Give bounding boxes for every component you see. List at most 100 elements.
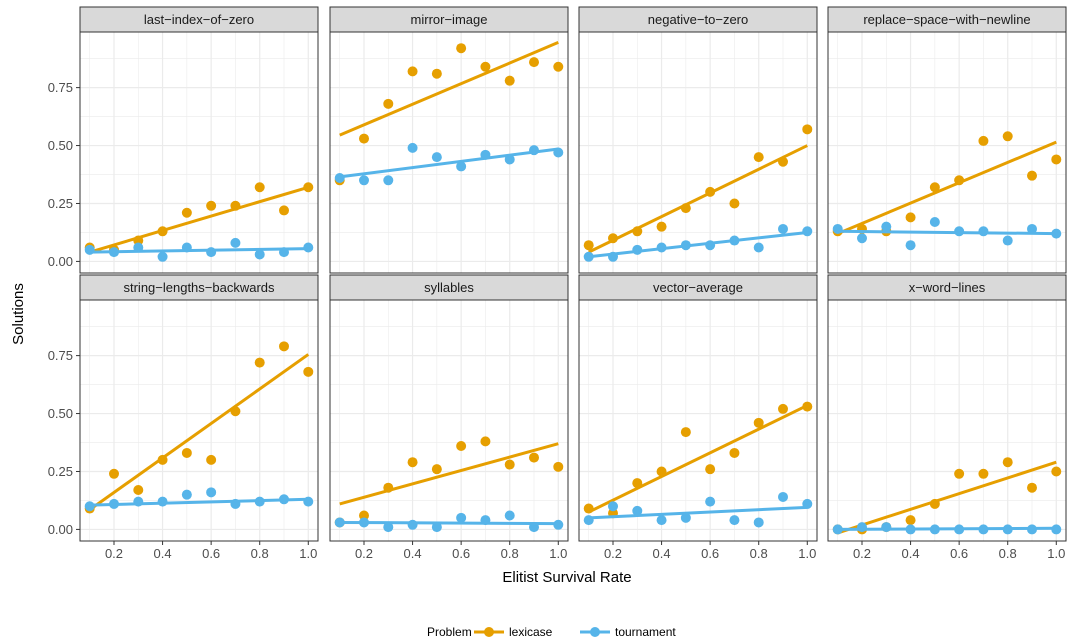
x-tick-label: 0.8	[999, 546, 1017, 561]
tournament-point	[504, 510, 515, 521]
tournament-point	[254, 249, 265, 260]
lexicase-point	[778, 403, 788, 414]
lexicase-point	[954, 175, 965, 186]
tournament-point	[608, 251, 618, 262]
facet-strip	[827, 274, 1067, 301]
facet-panel: negative−to−zero	[578, 6, 818, 274]
tournament-point	[802, 226, 813, 237]
facet-title: syllables	[424, 280, 474, 295]
panel-background	[579, 32, 817, 273]
tournament-point	[109, 247, 119, 258]
facet-strip	[827, 6, 1067, 33]
tournament-point	[705, 240, 716, 251]
facet-strip	[578, 274, 818, 301]
panel-border	[329, 31, 569, 274]
facet-strip	[79, 6, 319, 33]
lexicase-point	[632, 226, 643, 237]
lexicase-point	[230, 406, 241, 417]
lexicase-point	[1002, 131, 1013, 142]
tournament-point	[978, 226, 989, 237]
facet-panel: syllables 0.2 0.4 0.6 0.8 1.0	[329, 274, 569, 561]
lexicase-point	[157, 226, 168, 237]
tournament-point	[133, 242, 144, 253]
tournament-fit-line	[588, 505, 808, 520]
lexicase-point	[133, 485, 144, 496]
tournament-point	[705, 496, 716, 507]
tournament-point	[881, 522, 892, 533]
facet-title: replace−space−with−newline	[863, 12, 1030, 27]
tournament-fit-line	[837, 229, 1057, 236]
tournament-point	[529, 522, 539, 533]
tournament-point	[109, 498, 119, 509]
tournament-point	[334, 172, 345, 183]
tournament-legend-point	[590, 627, 600, 637]
y-axis-title: Solutions	[10, 283, 27, 345]
x-tick-label: 1.0	[549, 546, 567, 561]
tournament-point	[832, 223, 843, 234]
tournament-point	[456, 161, 467, 172]
lexicase-point	[206, 200, 217, 211]
lexicase-point	[181, 207, 192, 218]
x-tick-label: 0.4	[653, 546, 671, 561]
panel-background	[80, 32, 318, 273]
tournament-point	[680, 512, 691, 523]
facet-panel: string−lengths−backwards 0.00 0.25 0.50 0.75…	[48, 274, 319, 561]
tournament-point	[181, 489, 192, 500]
y-tick-label: 0.00	[48, 254, 73, 269]
y-tick-label: 0.75	[48, 348, 73, 363]
lexicase-point	[279, 205, 289, 216]
lexicase-point	[954, 468, 965, 479]
x-tick-label: 0.6	[950, 546, 968, 561]
panel-border	[79, 31, 319, 274]
lexicase-point	[1051, 466, 1062, 477]
tournament-point	[632, 505, 643, 516]
tournament-point	[680, 240, 691, 251]
tournament-point	[778, 223, 788, 234]
facet-title: vector−average	[653, 280, 743, 295]
tournament-point	[133, 496, 144, 507]
lexicase-point	[206, 454, 217, 465]
x-tick-label: 0.2	[105, 546, 123, 561]
tournament-point	[279, 494, 289, 505]
y-tick-label: 0.00	[48, 522, 73, 537]
tournament-point	[303, 496, 314, 507]
tournament-point	[583, 515, 594, 526]
tournament-point	[954, 226, 965, 237]
lexicase-point	[553, 461, 564, 472]
tournament-fit-line	[339, 520, 559, 526]
tournament-point	[407, 519, 418, 530]
tournament-point	[529, 145, 539, 156]
tournament-point	[157, 251, 168, 262]
lexicase-fit-line	[339, 41, 559, 137]
lexicase-point	[456, 440, 467, 451]
tournament-point	[431, 152, 442, 163]
lexicase-point	[480, 436, 491, 447]
x-tick-label: 0.6	[452, 546, 470, 561]
lexicase-point	[729, 198, 740, 209]
tournament-point	[1002, 235, 1013, 246]
lexicase-point	[133, 235, 144, 246]
tournament-point	[905, 240, 916, 251]
lexicase-fit-line	[89, 185, 309, 254]
lexicase-point	[431, 68, 442, 79]
tournament-point	[583, 251, 594, 262]
y-tick-label: 0.50	[48, 138, 73, 153]
panel-border	[578, 31, 818, 274]
lexicase-point	[359, 510, 369, 521]
facet-panel: mirror−image	[329, 6, 569, 274]
lexicase-point	[553, 61, 564, 72]
tournament-point	[832, 524, 843, 535]
lexicase-point	[802, 124, 813, 135]
tournament-point	[157, 496, 168, 507]
facet-strip	[578, 6, 818, 33]
panel-border	[79, 299, 319, 542]
tournament-fit-line	[89, 247, 309, 254]
tournament-point	[753, 517, 764, 528]
lexicase-fit-line	[588, 144, 808, 254]
y-tick-label: 0.25	[48, 196, 73, 211]
tournament-point	[84, 244, 95, 255]
lexicase-point	[529, 452, 539, 463]
tournament-point	[656, 515, 667, 526]
lexicase-point	[680, 203, 691, 214]
